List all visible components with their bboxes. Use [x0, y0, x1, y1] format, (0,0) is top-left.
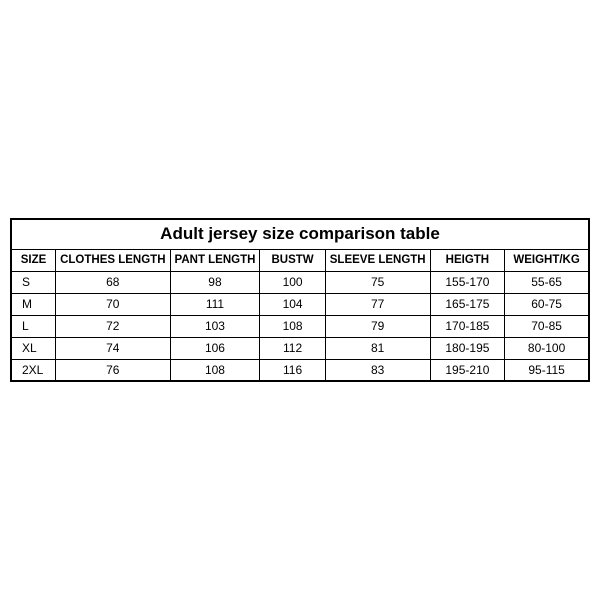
table-row: S689810075155-17055-65 [11, 271, 589, 293]
data-cell: 95-115 [505, 359, 589, 381]
data-cell: 55-65 [505, 271, 589, 293]
data-cell: 76 [56, 359, 170, 381]
data-cell: 103 [170, 315, 260, 337]
table-row: XL7410611281180-19580-100 [11, 337, 589, 359]
size-comparison-table: Adult jersey size comparison table SIZE … [10, 218, 590, 382]
col-sleeve-length: SLEEVE LENGTH [325, 249, 430, 271]
col-clothes-length: CLOTHES LENGTH [56, 249, 170, 271]
header-row: SIZE CLOTHES LENGTH PANT LENGTH BUSTW SL… [11, 249, 589, 271]
data-cell: 80-100 [505, 337, 589, 359]
data-cell: 77 [325, 293, 430, 315]
col-pant-length: PANT LENGTH [170, 249, 260, 271]
col-size: SIZE [11, 249, 56, 271]
data-cell: 68 [56, 271, 170, 293]
data-cell: 195-210 [430, 359, 505, 381]
data-cell: 70-85 [505, 315, 589, 337]
data-cell: 106 [170, 337, 260, 359]
table-row: L7210310879170-18570-85 [11, 315, 589, 337]
size-cell: 2XL [11, 359, 56, 381]
table-title: Adult jersey size comparison table [11, 219, 589, 249]
size-cell: M [11, 293, 56, 315]
data-cell: 83 [325, 359, 430, 381]
data-cell: 74 [56, 337, 170, 359]
data-cell: 104 [260, 293, 325, 315]
col-height: HEIGTH [430, 249, 505, 271]
data-cell: 100 [260, 271, 325, 293]
size-cell: S [11, 271, 56, 293]
data-cell: 70 [56, 293, 170, 315]
data-cell: 165-175 [430, 293, 505, 315]
table-row: 2XL7610811683195-21095-115 [11, 359, 589, 381]
data-cell: 60-75 [505, 293, 589, 315]
data-cell: 98 [170, 271, 260, 293]
size-table-wrapper: Adult jersey size comparison table SIZE … [10, 218, 590, 382]
table-row: M7011110477165-17560-75 [11, 293, 589, 315]
col-bustw: BUSTW [260, 249, 325, 271]
data-cell: 81 [325, 337, 430, 359]
data-cell: 79 [325, 315, 430, 337]
data-cell: 108 [170, 359, 260, 381]
data-cell: 170-185 [430, 315, 505, 337]
data-cell: 111 [170, 293, 260, 315]
data-cell: 155-170 [430, 271, 505, 293]
title-row: Adult jersey size comparison table [11, 219, 589, 249]
col-weight: WEIGHT/KG [505, 249, 589, 271]
table-body: S689810075155-17055-65M7011110477165-175… [11, 271, 589, 381]
data-cell: 116 [260, 359, 325, 381]
data-cell: 75 [325, 271, 430, 293]
data-cell: 112 [260, 337, 325, 359]
size-cell: L [11, 315, 56, 337]
data-cell: 180-195 [430, 337, 505, 359]
size-cell: XL [11, 337, 56, 359]
data-cell: 72 [56, 315, 170, 337]
data-cell: 108 [260, 315, 325, 337]
